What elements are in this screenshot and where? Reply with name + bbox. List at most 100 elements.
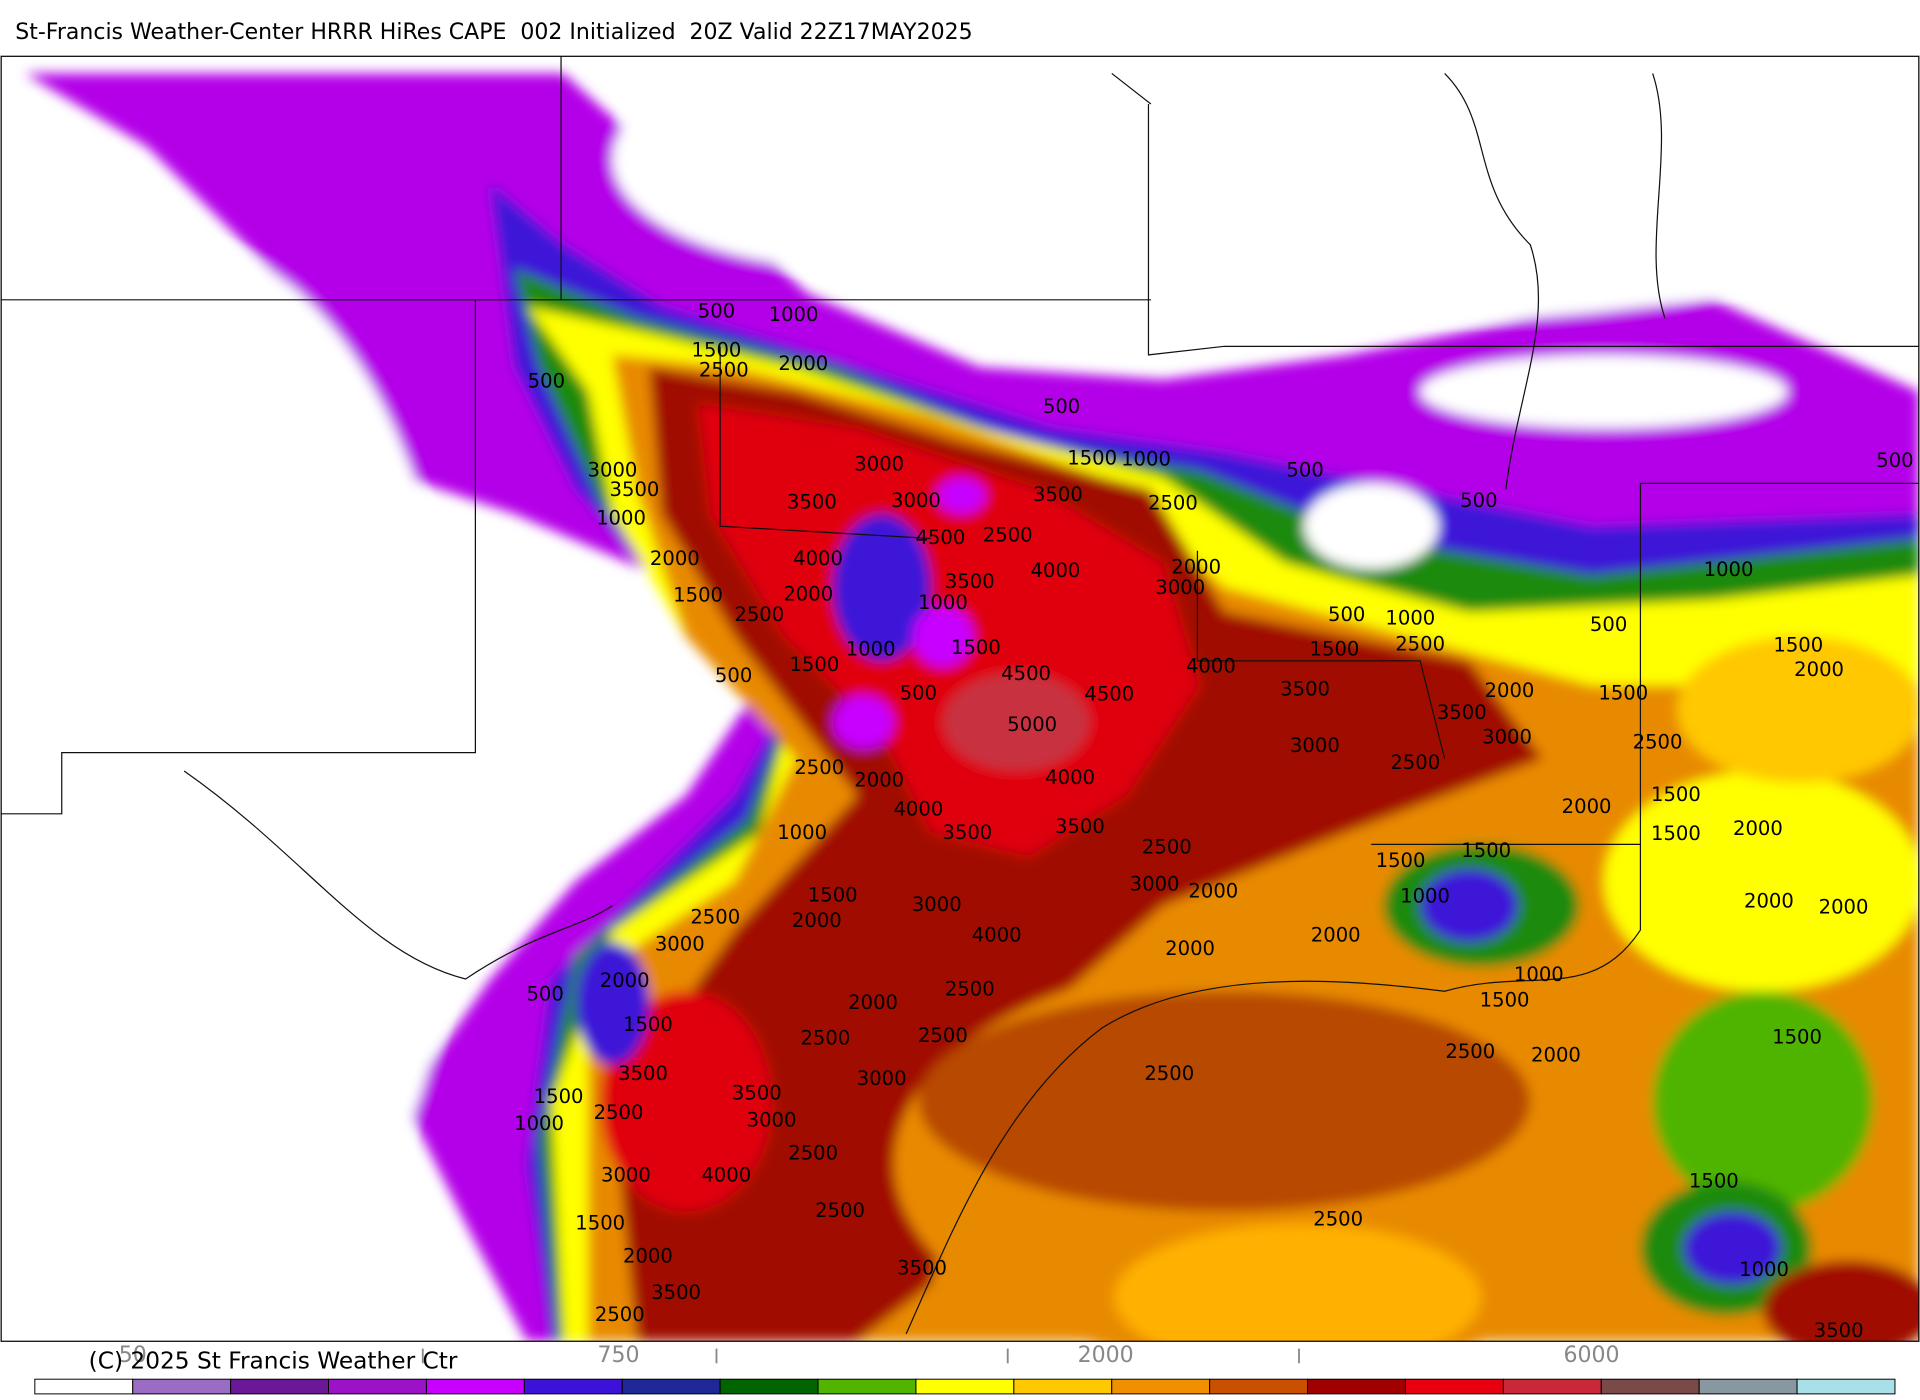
- colorbar-swatch: [719, 1378, 819, 1395]
- contour-label: 1000: [1704, 558, 1754, 581]
- contour-label: 2000: [623, 1244, 673, 1267]
- contour-label: 500: [698, 300, 735, 323]
- contour-label: 2000: [848, 991, 898, 1014]
- contour-label: 2500: [699, 358, 749, 381]
- contour-label: 1000: [596, 506, 646, 529]
- contour-label: 500: [1286, 459, 1323, 482]
- contour-label: 2000: [1819, 896, 1869, 919]
- contour-label: 4000: [793, 547, 843, 570]
- contour-label: 2000: [1311, 924, 1361, 947]
- contour-label: 3000: [601, 1164, 651, 1187]
- colorbar-swatch: [1796, 1378, 1896, 1395]
- contour-label: 1500: [808, 883, 858, 906]
- colorbar-swatch: [132, 1378, 232, 1395]
- contour-label: 1000: [1514, 963, 1564, 986]
- contour-label: 4000: [893, 798, 943, 821]
- contour-label: 4000: [972, 924, 1022, 947]
- contour-label: 4000: [1045, 766, 1095, 789]
- contour-label: 2000: [792, 909, 842, 932]
- contour-label: 500: [715, 664, 752, 687]
- contour-label: 1500: [1480, 989, 1530, 1012]
- colorbar-swatch: [1600, 1378, 1700, 1395]
- contour-label: 2500: [794, 756, 844, 779]
- contour-label: 3000: [1482, 725, 1532, 748]
- title: St-Francis Weather-Center HRRR HiRes CAP…: [15, 20, 972, 45]
- contour-label: 3000: [891, 489, 941, 512]
- colorbar-swatch: [621, 1378, 721, 1395]
- contour-label: 2000: [1188, 880, 1238, 903]
- contour-label: 3500: [897, 1257, 947, 1280]
- colorbar-swatch: [1013, 1378, 1113, 1395]
- contour-label: 3500: [945, 570, 995, 593]
- contour-label: 2000: [1485, 679, 1535, 702]
- colorbar-label: 6000: [1563, 1343, 1619, 1368]
- colorbar-swatch: [1404, 1378, 1504, 1395]
- contour-label: 3000: [1130, 872, 1180, 895]
- contour-label: 2000: [1531, 1044, 1581, 1067]
- contour-label: 500: [1043, 395, 1080, 418]
- contour-label: 2500: [918, 1024, 968, 1047]
- contour-label: 1000: [769, 303, 819, 326]
- contour-label: 3500: [618, 1062, 668, 1085]
- contour-label: 1500: [1689, 1170, 1739, 1193]
- contour-label: 500: [1876, 449, 1913, 472]
- contour-label: 1500: [789, 653, 839, 676]
- contour-label: 2500: [595, 1303, 645, 1326]
- contour-label: 4500: [916, 526, 966, 549]
- contour-label: 3000: [1290, 734, 1340, 757]
- contour-label: 500: [528, 369, 565, 392]
- contour-label: 2500: [983, 524, 1033, 547]
- contour-label: 1000: [1385, 607, 1435, 630]
- contour-label: 1000: [918, 591, 968, 614]
- contour-label: 3000: [912, 893, 962, 916]
- contour-label: 3500: [1437, 701, 1487, 724]
- contour-label: 1500: [1651, 783, 1701, 806]
- contour-label: 5000: [1007, 713, 1057, 736]
- contour-label: 2000: [854, 768, 904, 791]
- contour-label: 2500: [945, 978, 995, 1001]
- contour-label: 2000: [1794, 658, 1844, 681]
- colorbar-swatch: [1209, 1378, 1309, 1395]
- contour-label: 3500: [610, 478, 660, 501]
- contour-label: 3000: [857, 1067, 907, 1090]
- colorbar: 50 750 2000 6000: [34, 1343, 1896, 1395]
- contour-label: 1000: [514, 1112, 564, 1135]
- contour-label: 2500: [1142, 836, 1192, 859]
- contour-label: 3500: [787, 490, 837, 513]
- contour-label: 1500: [623, 1013, 673, 1036]
- colorbar-swatch: [1502, 1378, 1602, 1395]
- contour-label: 1500: [1461, 839, 1511, 862]
- colorbar-swatch: [34, 1378, 134, 1395]
- contour-label: 3000: [747, 1108, 797, 1131]
- contour-label: 2500: [1633, 730, 1683, 753]
- colorbar-swatch: [1111, 1378, 1211, 1395]
- contour-label: 3000: [588, 459, 638, 482]
- contour-label: 1500: [1773, 634, 1823, 657]
- contour-label: 3500: [1055, 815, 1105, 838]
- contour-label: 1500: [692, 339, 742, 362]
- contour-label: 2500: [815, 1199, 865, 1222]
- contour-label: 1500: [575, 1211, 625, 1234]
- colorbar-swatch: [230, 1378, 330, 1395]
- colorbar-label: 50: [119, 1343, 147, 1368]
- contour-label: 1000: [777, 821, 827, 844]
- contour-label: 2500: [594, 1101, 644, 1124]
- contour-label: 2500: [1445, 1040, 1495, 1063]
- contour-label: 2500: [1313, 1208, 1363, 1231]
- contour-label: 500: [1460, 489, 1497, 512]
- contour-label: 3500: [1814, 1319, 1864, 1342]
- contour-label: 2000: [1562, 795, 1612, 818]
- colorbar-swatch: [915, 1378, 1015, 1395]
- contour-label: 3000: [655, 932, 705, 955]
- contour-label: 1500: [1067, 446, 1117, 469]
- contour-label: 500: [900, 681, 937, 704]
- contour-label: 2000: [778, 352, 828, 375]
- map-frame: [0, 55, 1920, 1342]
- colorbar-label: 750: [598, 1343, 640, 1368]
- contour-label: 500: [526, 982, 563, 1005]
- colorbar-swatch: [523, 1378, 623, 1395]
- colorbar-swatch: [1307, 1378, 1406, 1395]
- contour-label: 2500: [1148, 492, 1198, 515]
